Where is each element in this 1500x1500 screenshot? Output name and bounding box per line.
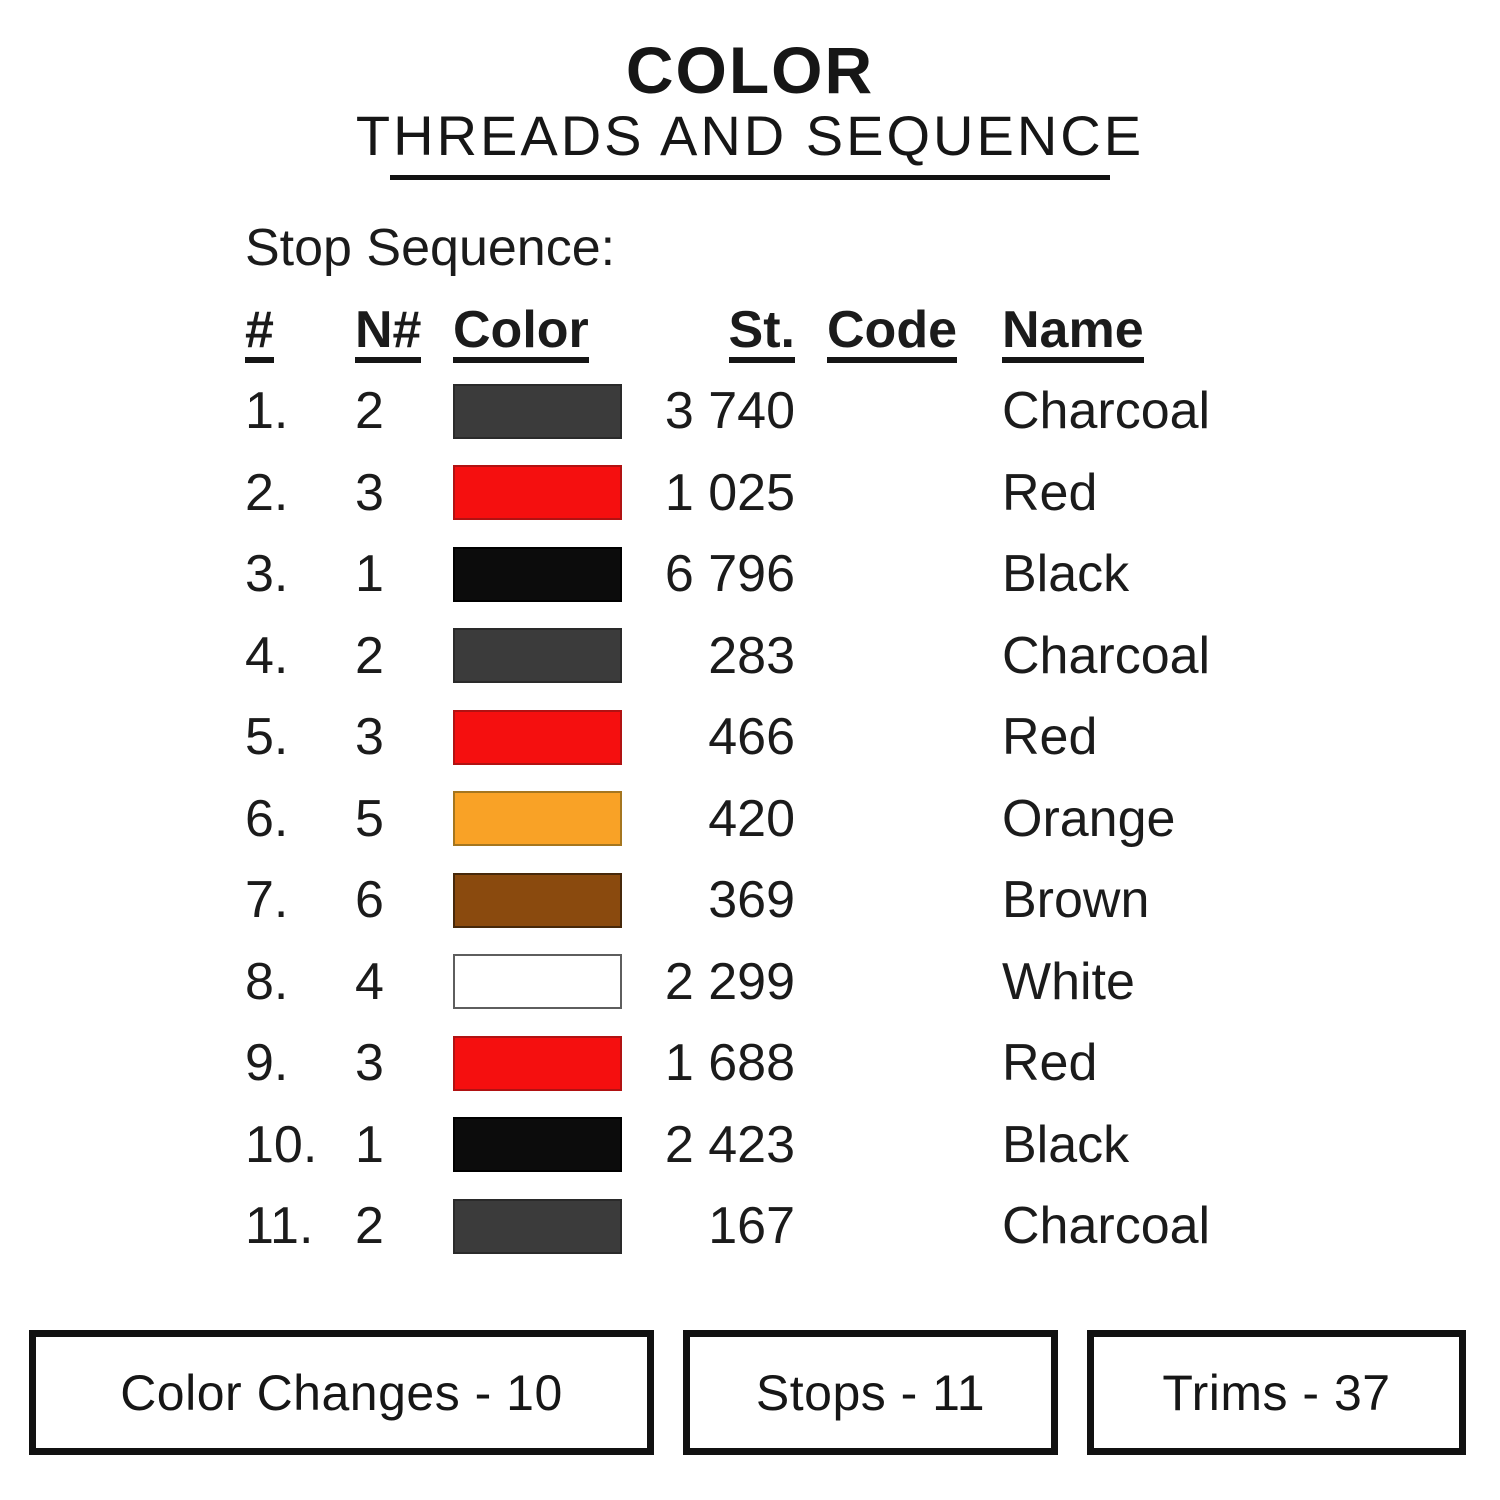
row-number: 7.	[245, 871, 289, 930]
row-swatch-cell	[453, 546, 648, 602]
table-row: 9. 3 1 688 Red	[245, 1022, 1276, 1104]
row-number: 4.	[245, 626, 289, 685]
header-name: Name	[986, 300, 1276, 364]
row-swatch-cell	[453, 709, 648, 765]
header-number: #	[245, 300, 355, 364]
row-stitch-count: 420	[708, 789, 795, 848]
color-swatch	[453, 383, 622, 439]
row-color-name: Charcoal	[1002, 626, 1211, 685]
row-swatch-cell	[453, 1117, 648, 1173]
row-needle-number: 2	[355, 382, 384, 441]
row-stitch-count: 167	[708, 1197, 795, 1256]
color-swatch	[453, 546, 622, 602]
row-stitch-count: 369	[708, 871, 795, 930]
row-number: 8.	[245, 952, 289, 1011]
thread-sequence-table: # N# Color St. Code Name 1. 2 3 740 Char…	[245, 292, 1276, 1267]
row-color-name: Red	[1002, 1034, 1098, 1093]
row-color-name: Orange	[1002, 789, 1176, 848]
row-color-name: Charcoal	[1002, 382, 1211, 441]
row-number: 11.	[245, 1197, 314, 1256]
color-swatch	[453, 872, 622, 928]
table-body: 1. 2 3 740 Charcoal 2. 3 1 025 Red 3. 1	[245, 370, 1276, 1267]
row-swatch-cell	[453, 383, 648, 439]
table-row: 8. 4 2 299 White	[245, 941, 1276, 1023]
row-stitch-count: 1 688	[664, 1034, 795, 1093]
row-swatch-cell	[453, 1198, 648, 1254]
trims-box: Trims - 37	[1087, 1330, 1466, 1455]
row-stitch-count: 466	[708, 708, 795, 767]
row-needle-number: 6	[355, 871, 384, 930]
row-swatch-cell	[453, 465, 648, 521]
row-swatch-cell	[453, 791, 648, 847]
table-row: 11. 2 167 Charcoal	[245, 1185, 1276, 1267]
table-row: 10. 1 2 423 Black	[245, 1104, 1276, 1186]
row-stitch-count: 6 796	[664, 545, 795, 604]
summary-boxes: Color Changes - 10 Stops - 11 Trims - 37	[29, 1330, 1466, 1455]
stops-box: Stops - 11	[683, 1330, 1058, 1455]
header-needle: N#	[355, 300, 453, 364]
row-color-name: Red	[1002, 708, 1098, 767]
row-stitch-count: 1 025	[664, 463, 795, 522]
row-number: 5.	[245, 708, 289, 767]
color-swatch	[453, 709, 622, 765]
color-swatch	[453, 1198, 622, 1254]
row-swatch-cell	[453, 872, 648, 928]
title-block: COLOR THREADS AND SEQUENCE	[0, 0, 1500, 181]
table-row: 5. 3 466 Red	[245, 696, 1276, 778]
color-swatch	[453, 791, 622, 847]
header-color: Color	[453, 300, 648, 364]
row-needle-number: 2	[355, 626, 384, 685]
title-underline	[390, 175, 1110, 181]
row-number: 10.	[245, 1115, 318, 1174]
stop-sequence-heading: Stop Sequence:	[245, 219, 616, 278]
row-needle-number: 5	[355, 789, 384, 848]
row-number: 1.	[245, 382, 289, 441]
header-stitches: St.	[648, 300, 798, 364]
page-subtitle: THREADS AND SEQUENCE	[355, 103, 1145, 167]
row-number: 6.	[245, 789, 289, 848]
color-swatch	[453, 465, 622, 521]
row-stitch-count: 283	[708, 626, 795, 685]
row-swatch-cell	[453, 954, 648, 1010]
row-swatch-cell	[453, 628, 648, 684]
row-stitch-count: 3 740	[664, 382, 795, 441]
color-swatch	[453, 954, 622, 1010]
row-color-name: Black	[1002, 1115, 1130, 1174]
table-row: 2. 3 1 025 Red	[245, 452, 1276, 534]
row-number: 9.	[245, 1034, 289, 1093]
row-needle-number: 4	[355, 952, 384, 1011]
row-needle-number: 2	[355, 1197, 384, 1256]
row-color-name: White	[1002, 952, 1135, 1011]
row-needle-number: 3	[355, 463, 384, 522]
row-color-name: Red	[1002, 463, 1098, 522]
color-swatch	[453, 1035, 622, 1091]
color-swatch	[453, 628, 622, 684]
table-row: 6. 5 420 Orange	[245, 778, 1276, 860]
row-number: 2.	[245, 463, 289, 522]
color-swatch	[453, 1117, 622, 1173]
row-number: 3.	[245, 545, 289, 604]
table-row: 1. 2 3 740 Charcoal	[245, 370, 1276, 452]
row-color-name: Charcoal	[1002, 1197, 1211, 1256]
row-needle-number: 3	[355, 1034, 384, 1093]
table-row: 4. 2 283 Charcoal	[245, 615, 1276, 697]
table-row: 7. 6 369 Brown	[245, 859, 1276, 941]
color-changes-box: Color Changes - 10	[29, 1330, 654, 1455]
table-row: 3. 1 6 796 Black	[245, 533, 1276, 615]
row-color-name: Brown	[1002, 871, 1150, 930]
row-swatch-cell	[453, 1035, 648, 1091]
table-header-row: # N# Color St. Code Name	[245, 292, 1276, 370]
header-code: Code	[798, 300, 986, 364]
row-needle-number: 1	[355, 1115, 384, 1174]
row-color-name: Black	[1002, 545, 1130, 604]
row-needle-number: 1	[355, 545, 384, 604]
page-title: COLOR	[625, 33, 875, 107]
row-stitch-count: 2 423	[664, 1115, 795, 1174]
row-stitch-count: 2 299	[664, 952, 795, 1011]
row-needle-number: 3	[355, 708, 384, 767]
